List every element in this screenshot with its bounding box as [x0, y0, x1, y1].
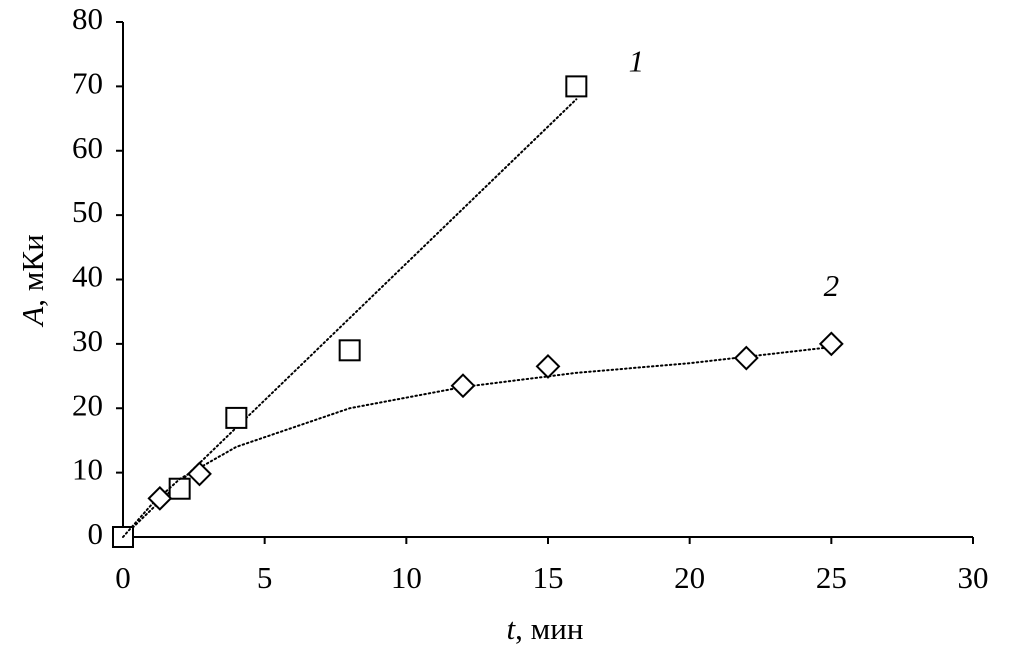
square-marker [225, 406, 248, 429]
x-tick-label: 5 [257, 560, 273, 595]
diamond-marker [450, 373, 476, 399]
x-tick-label: 30 [958, 560, 989, 595]
diamond-marker [535, 353, 561, 379]
diamond-marker [733, 345, 759, 371]
trend-line [122, 346, 833, 538]
x-axis-label: t, мин [507, 611, 584, 646]
x-tick-label: 0 [115, 560, 131, 595]
y-tick-label: 20 [72, 387, 103, 422]
square-marker [338, 339, 361, 362]
series-label: 2 [824, 268, 840, 303]
y-tick-label: 10 [72, 452, 103, 487]
diamond-marker [187, 461, 212, 487]
y-tick-label: 30 [72, 323, 103, 358]
y-tick-label: 60 [72, 130, 103, 165]
x-tick-label: 25 [816, 560, 847, 595]
x-tick-label: 10 [391, 560, 422, 595]
square-marker [565, 75, 588, 98]
x-tick-label: 20 [674, 560, 705, 595]
x-tick-label: 15 [533, 560, 564, 595]
x-label-unit: , мин [515, 611, 583, 646]
square-marker [168, 477, 191, 500]
y-tick-label: 0 [88, 516, 104, 551]
y-axis-label: A, мКи [15, 234, 50, 327]
y-tick-label: 50 [72, 194, 103, 229]
y-tick-label: 80 [72, 1, 103, 36]
series-label: 1 [629, 43, 645, 78]
diamond-marker [818, 331, 844, 357]
diamond-marker [147, 485, 173, 511]
y-label-var: A [15, 306, 50, 328]
y-tick-label: 40 [72, 259, 103, 294]
y-label-unit: , мКи [15, 234, 50, 306]
y-tick-label: 70 [72, 65, 103, 100]
x-label-var: t [507, 611, 517, 646]
